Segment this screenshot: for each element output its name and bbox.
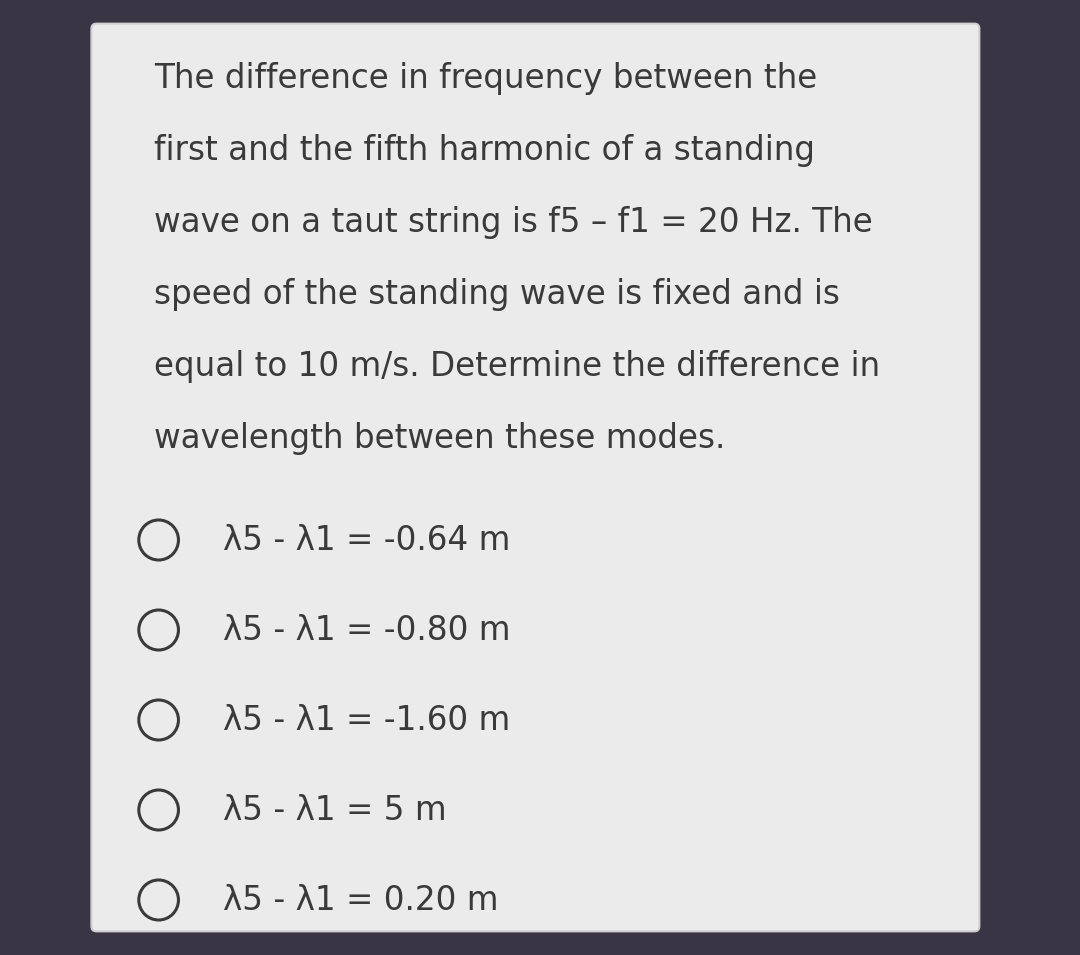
Text: The difference in frequency between the: The difference in frequency between the <box>153 62 816 95</box>
Text: wavelength between these modes.: wavelength between these modes. <box>153 422 725 455</box>
Text: λ5 - λ1 = -1.60 m: λ5 - λ1 = -1.60 m <box>224 704 511 736</box>
Text: speed of the standing wave is fixed and is: speed of the standing wave is fixed and … <box>153 278 839 311</box>
FancyBboxPatch shape <box>92 24 980 931</box>
Text: λ5 - λ1 = 5 m: λ5 - λ1 = 5 m <box>224 794 447 826</box>
Text: λ5 - λ1 = -0.80 m: λ5 - λ1 = -0.80 m <box>224 613 511 647</box>
Text: λ5 - λ1 = -0.64 m: λ5 - λ1 = -0.64 m <box>224 523 511 557</box>
Text: first and the fifth harmonic of a standing: first and the fifth harmonic of a standi… <box>153 134 814 167</box>
Text: λ5 - λ1 = 0.20 m: λ5 - λ1 = 0.20 m <box>224 883 499 917</box>
Text: equal to 10 m/s. Determine the difference in: equal to 10 m/s. Determine the differenc… <box>153 350 880 383</box>
Text: wave on a taut string is f5 – f1 = 20 Hz. The: wave on a taut string is f5 – f1 = 20 Hz… <box>153 206 873 239</box>
